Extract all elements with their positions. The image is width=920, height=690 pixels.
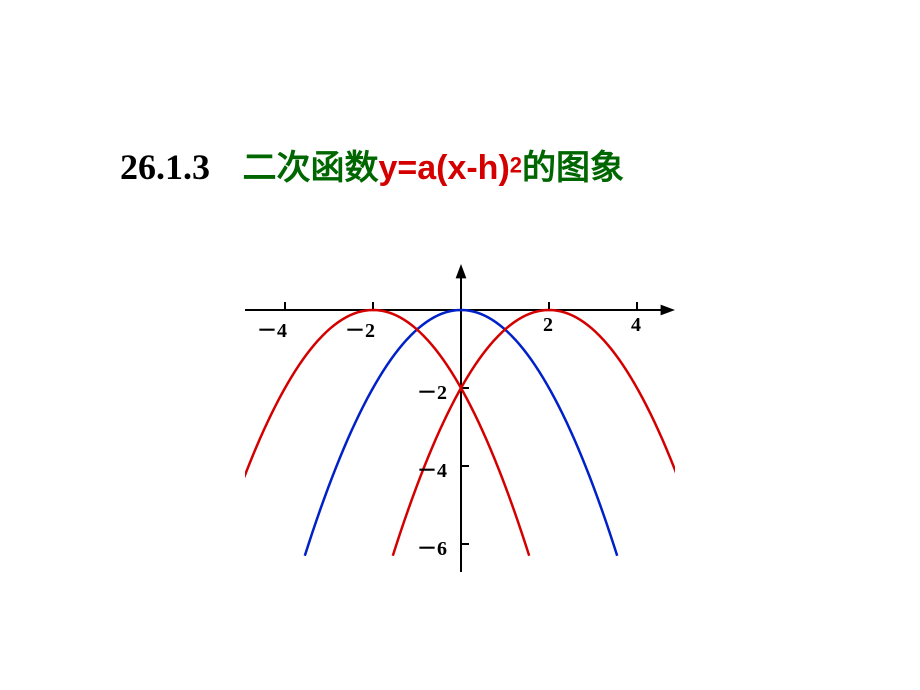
title-formula: y=a(x-h)	[378, 149, 509, 187]
title-exponent: 2	[510, 153, 522, 178]
title-suffix: 的图象	[522, 149, 624, 187]
chart-svg	[245, 264, 675, 572]
slide-title: 26.1.3 二次函数y=a(x-h)2的图象	[120, 140, 624, 189]
parabola-chart: －4 －2 2 4 －2 －4 －6	[245, 264, 675, 577]
section-number: 26.1.3	[120, 147, 210, 187]
x-tick-label: －4	[257, 314, 287, 343]
x-tick-label: 4	[631, 314, 641, 337]
y-tick-label: －2	[417, 376, 447, 405]
x-tick-label: 2	[543, 314, 553, 337]
y-tick-label: －4	[417, 454, 447, 483]
x-tick-label: －2	[345, 314, 375, 343]
title-prefix: 二次函数	[242, 149, 378, 187]
y-tick-label: －6	[417, 532, 447, 561]
